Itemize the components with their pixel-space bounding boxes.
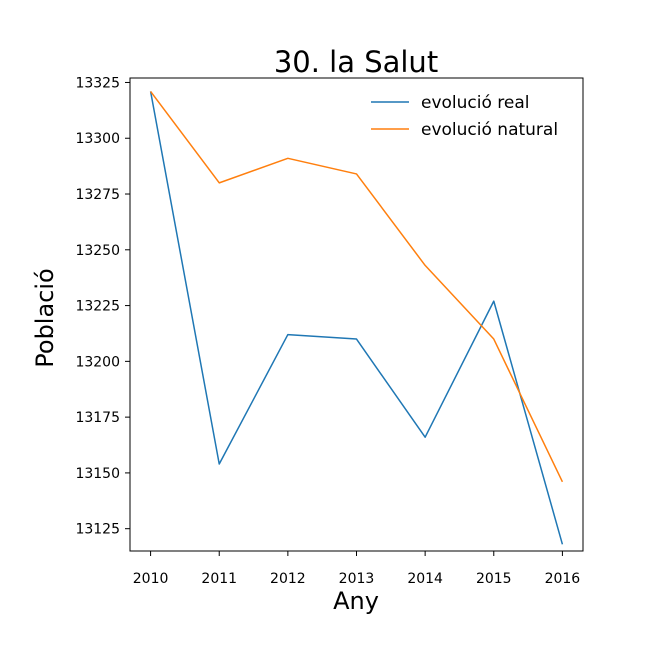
legend: evolució real evolució natural [371, 93, 558, 140]
y-axis-title: Població [31, 268, 59, 367]
plot-frame [129, 77, 584, 552]
y-tick-label: 13200 [75, 354, 120, 370]
plot-area: 2010 2011 2012 2013 2014 2015 2016 13125131501… [75, 75, 584, 587]
y-tick-label: 13125 [75, 522, 120, 538]
series-layer [149, 90, 564, 545]
y-tick-label: 13225 [75, 299, 120, 315]
legend-label: evolució real [421, 93, 530, 113]
chart-title: 30. la Salut [274, 45, 438, 79]
x-tick-label: 2012 [270, 571, 306, 587]
x-tick-label: 2011 [201, 571, 237, 587]
x-tick-label: 2014 [407, 571, 443, 587]
y-tick-label: 13175 [75, 410, 120, 426]
y-axis: 13125 13150 13175 13200 13225 13250 13275 13300… [75, 75, 130, 538]
x-tick-label: 2013 [339, 571, 375, 587]
y-tick-label: 13250 [75, 243, 120, 259]
x-axis-title: Any [333, 587, 379, 615]
y-tick-label: 13300 [75, 131, 120, 147]
series-line-natural [149, 90, 564, 483]
x-axis: 2010 2011 2012 2013 2014 2015 2016 [133, 551, 581, 587]
y-tick-label: 13325 [75, 75, 120, 91]
legend-label: evolució natural [421, 120, 558, 140]
x-tick-label: 2015 [476, 571, 512, 587]
y-tick-label: 13275 [75, 187, 120, 203]
x-tick-label: 2010 [133, 571, 169, 587]
series-line-real [149, 91, 564, 545]
y-tick-label: 13150 [75, 466, 120, 482]
x-tick-label: 2016 [545, 571, 581, 587]
